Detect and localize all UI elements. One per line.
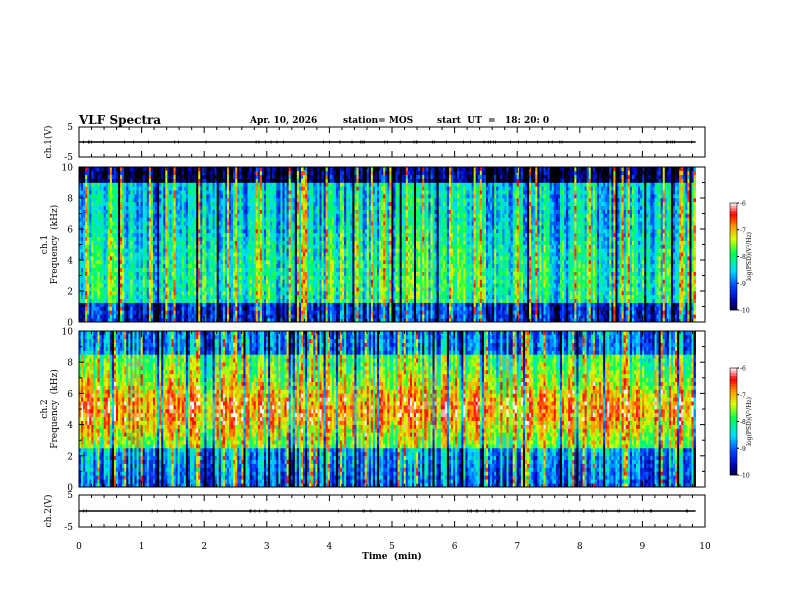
- y-tick-label: 4: [67, 257, 73, 267]
- y-tick-label: 6: [67, 226, 73, 236]
- ch1-voltage-panel: 5 -5 ch.1(V): [43, 123, 705, 163]
- y-tick-label: 6: [67, 390, 73, 400]
- x-tick-label: 2: [201, 542, 207, 552]
- y-tick-label: 10: [62, 328, 74, 338]
- colorbar-tick-label: -6: [740, 201, 746, 208]
- x-tick-label: 4: [327, 542, 333, 552]
- x-tick-label: 8: [577, 542, 583, 552]
- y-tick-label: 4: [67, 421, 73, 431]
- y-axis-label-channel: ch.1: [40, 235, 50, 254]
- y-tick-label: 2: [67, 288, 73, 298]
- y-tick-label: 8: [67, 195, 73, 205]
- x-tick-label: 10: [699, 542, 711, 552]
- x-tick-label: 5: [389, 542, 395, 552]
- y-axis-label-frequency: Frequency (kHz): [49, 369, 60, 448]
- x-tick-label: 3: [264, 542, 270, 552]
- x-axis-label: Time (min): [362, 551, 422, 562]
- start-time-label: start UT = 18: 20: 0: [437, 116, 549, 126]
- y-tick-label: 5: [67, 123, 73, 133]
- x-tick-label: 6: [452, 542, 458, 552]
- colorbar-tick-label: -6: [740, 366, 746, 373]
- colorbar-tick-label: -10: [740, 473, 750, 480]
- y-tick-label: 5: [67, 491, 73, 501]
- y-tick-label: -5: [64, 153, 73, 163]
- y-tick-label: -5: [64, 523, 73, 533]
- colorbar-label: log(PSD)(V²/Hz): [746, 397, 753, 446]
- y-axis-label-frequency: Frequency (kHz): [49, 205, 60, 284]
- y-axis-label: ch.2(V): [43, 495, 54, 528]
- station-label: station= MOS: [343, 116, 413, 126]
- date-label: Apr. 10, 2026: [249, 116, 317, 126]
- x-tick-label: 0: [76, 542, 82, 552]
- ch2-voltage-panel: 5 -5 ch.2(V): [43, 491, 705, 533]
- figure-title: VLF Spectra: [78, 113, 161, 127]
- spectrogram-image: [79, 167, 696, 322]
- y-tick-label: 2: [67, 452, 73, 462]
- y-tick-label: 10: [62, 164, 74, 174]
- y-tick-label: 8: [67, 359, 73, 369]
- time-axis: 0 1 2 3 4 5 6 7 8 9 10 Time (min): [76, 542, 711, 562]
- y-axis-label: ch.1(V): [43, 126, 54, 159]
- y-axis-label-channel: ch.2: [40, 399, 50, 418]
- colorbar-tick-label: -10: [740, 308, 750, 315]
- x-tick-label: 7: [514, 542, 520, 552]
- x-tick-label: 9: [640, 542, 646, 552]
- colorbar-label: log(PSD)(V²/Hz): [746, 232, 753, 281]
- spectrogram-image: [79, 331, 696, 487]
- x-tick-label: 1: [139, 542, 145, 552]
